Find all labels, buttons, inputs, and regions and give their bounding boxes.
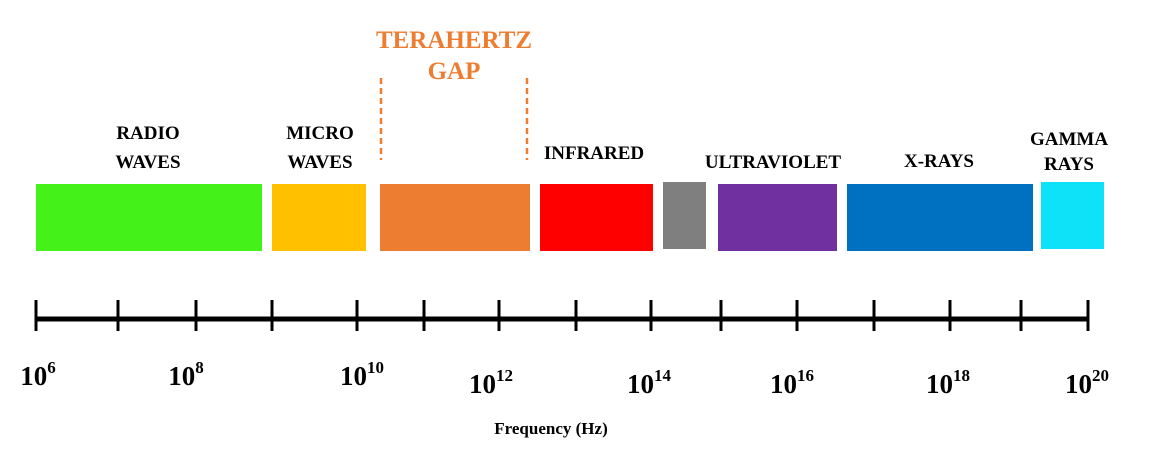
gap-title: TERAHERTZ bbox=[376, 27, 532, 54]
tick-base: 10 bbox=[926, 369, 953, 399]
tick-label: 1020 bbox=[1065, 366, 1109, 399]
tick-exponent: 16 bbox=[797, 366, 814, 385]
tick-label: 1010 bbox=[340, 358, 384, 391]
band bbox=[272, 184, 366, 251]
tick-base: 10 bbox=[340, 361, 367, 391]
tick-base: 10 bbox=[770, 369, 797, 399]
band-label: ULTRAVIOLET bbox=[705, 152, 842, 173]
tick-base: 10 bbox=[1065, 369, 1092, 399]
band bbox=[380, 184, 530, 251]
band-label: GAMMA bbox=[1030, 129, 1108, 150]
tick-base: 10 bbox=[469, 369, 496, 399]
band-label: RADIO bbox=[116, 123, 179, 144]
band-label: WAVES bbox=[287, 152, 352, 173]
tick-label: 108 bbox=[168, 358, 204, 391]
tick-exponent: 8 bbox=[195, 358, 204, 377]
tick-base: 10 bbox=[627, 369, 654, 399]
band bbox=[36, 184, 262, 251]
tick-base: 10 bbox=[168, 361, 195, 391]
tick-exponent: 12 bbox=[496, 366, 513, 385]
tick-exponent: 10 bbox=[367, 358, 384, 377]
tick-exponent: 14 bbox=[654, 366, 672, 385]
tick-exponent: 20 bbox=[1092, 366, 1109, 385]
tick-label: 1012 bbox=[469, 366, 513, 399]
tick-exponent: 18 bbox=[953, 366, 970, 385]
tick-label: 1016 bbox=[770, 366, 814, 399]
band-label: INFRARED bbox=[544, 143, 644, 164]
band bbox=[1041, 182, 1104, 249]
band bbox=[718, 184, 837, 251]
band bbox=[847, 184, 1033, 251]
axis-label: Frequency (Hz) bbox=[494, 419, 607, 438]
band-label: MICRO bbox=[286, 123, 354, 144]
gap-title: GAP bbox=[428, 58, 481, 85]
band-label: RAYS bbox=[1044, 154, 1094, 175]
tick-base: 10 bbox=[20, 361, 47, 391]
band-label: WAVES bbox=[115, 152, 180, 173]
band bbox=[540, 184, 653, 251]
band bbox=[663, 182, 706, 249]
band-label: X-RAYS bbox=[904, 151, 974, 172]
tick-label: 1014 bbox=[627, 366, 672, 399]
tick-label: 1018 bbox=[926, 366, 970, 399]
tick-label: 106 bbox=[20, 358, 56, 391]
tick-exponent: 6 bbox=[47, 358, 56, 377]
